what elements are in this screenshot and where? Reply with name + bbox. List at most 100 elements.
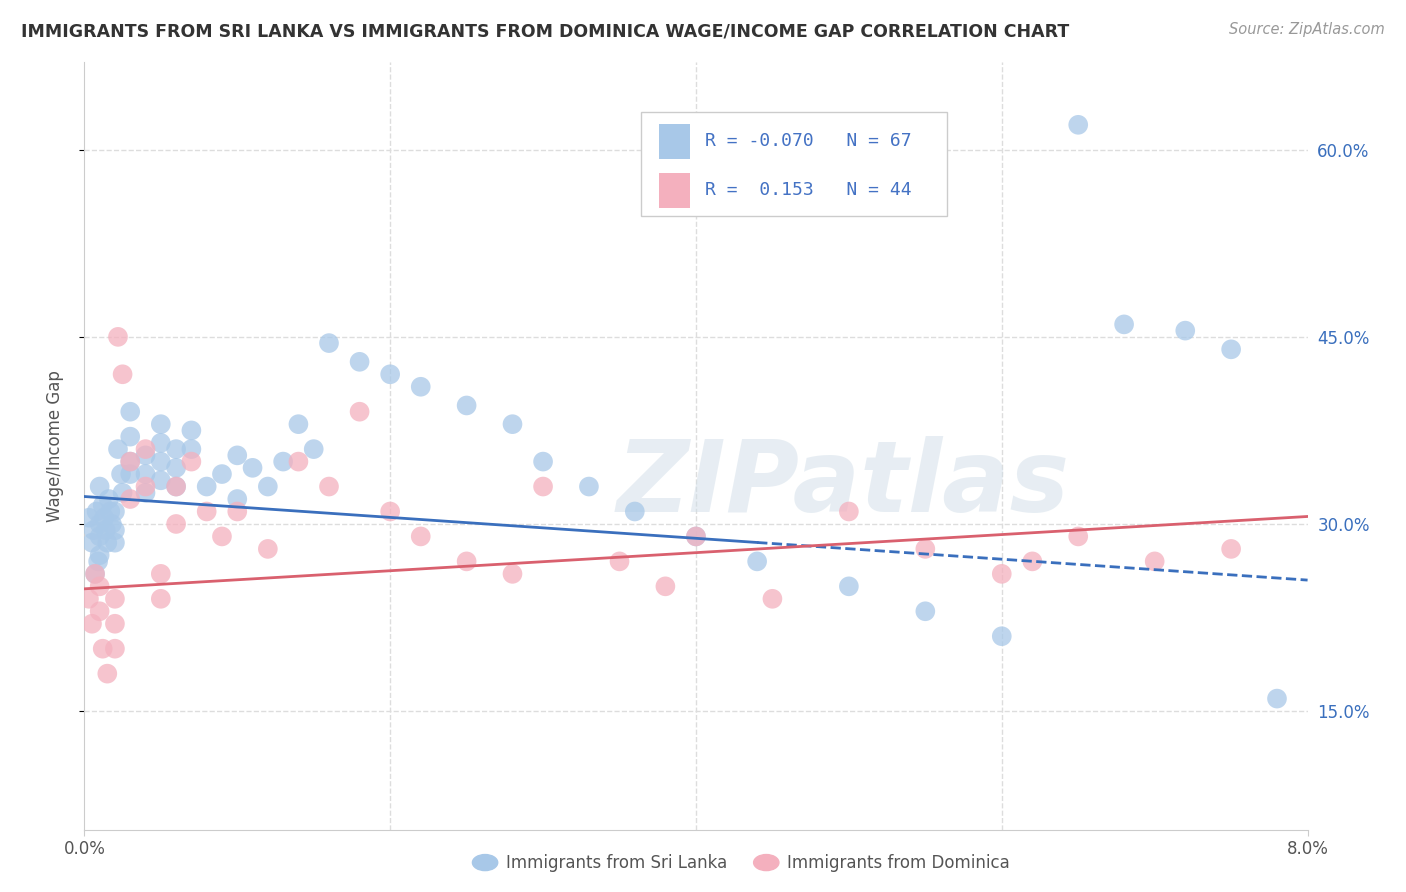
FancyBboxPatch shape [641, 112, 946, 216]
Point [1067, 529, 1090, 543]
Point [110, 467, 132, 481]
Point [84, 566, 107, 581]
Point [838, 504, 860, 518]
Point [456, 399, 478, 413]
Point [685, 529, 707, 543]
Text: IMMIGRANTS FROM SRI LANKA VS IMMIGRANTS FROM DOMINICA WAGE/INCOME GAP CORRELATIO: IMMIGRANTS FROM SRI LANKA VS IMMIGRANTS … [21, 22, 1070, 40]
Point [89, 516, 111, 531]
Point [111, 368, 134, 382]
Point [149, 417, 172, 432]
Text: R = -0.070   N = 67: R = -0.070 N = 67 [704, 132, 911, 150]
Point [1114, 318, 1136, 332]
Point [287, 454, 309, 468]
Point [91, 641, 114, 656]
Point [914, 604, 936, 618]
Point [318, 336, 340, 351]
Point [97, 491, 120, 506]
Point [135, 442, 157, 456]
Text: Source: ZipAtlas.com: Source: ZipAtlas.com [1229, 22, 1385, 37]
Point [104, 504, 127, 518]
Point [165, 479, 187, 493]
Point [302, 442, 325, 456]
Point [165, 442, 187, 456]
Point [77, 591, 100, 606]
Point [135, 467, 157, 481]
Point [409, 529, 432, 543]
Point [838, 579, 860, 593]
Point [104, 523, 127, 537]
Point [104, 641, 127, 656]
Point [1220, 541, 1243, 556]
Point [91, 498, 114, 512]
Point [89, 604, 111, 618]
Point [135, 448, 157, 462]
Point [149, 473, 172, 487]
Text: Immigrants from Dominica: Immigrants from Dominica [787, 854, 1010, 871]
Point [991, 566, 1014, 581]
Point [1265, 691, 1288, 706]
Point [120, 454, 142, 468]
FancyBboxPatch shape [659, 124, 690, 159]
Point [271, 454, 294, 468]
Point [349, 405, 371, 419]
Point [93, 510, 115, 524]
Point [1067, 118, 1090, 132]
Point [180, 442, 202, 456]
Point [257, 479, 280, 493]
Point [86, 504, 108, 518]
Point [318, 479, 340, 493]
Point [761, 591, 783, 606]
Point [89, 548, 111, 562]
Point [165, 479, 187, 493]
Point [242, 460, 264, 475]
Point [226, 504, 249, 518]
Point [120, 405, 142, 419]
Point [80, 535, 103, 549]
Point [195, 504, 218, 518]
Point [1174, 324, 1197, 338]
Point [165, 460, 187, 475]
Point [149, 591, 172, 606]
Point [531, 454, 554, 468]
Point [409, 380, 432, 394]
FancyBboxPatch shape [659, 173, 690, 208]
Point [120, 491, 142, 506]
Point [149, 566, 172, 581]
Point [120, 467, 142, 481]
Point [111, 485, 134, 500]
Point [135, 485, 157, 500]
Point [380, 368, 402, 382]
Point [180, 454, 202, 468]
Point [502, 566, 524, 581]
Point [609, 554, 631, 568]
Point [104, 535, 127, 549]
Point [89, 529, 111, 543]
Point [107, 330, 129, 344]
Point [195, 479, 218, 493]
Point [135, 479, 157, 493]
Point [380, 504, 402, 518]
Point [226, 448, 249, 462]
Point [349, 355, 371, 369]
Point [287, 417, 309, 432]
Point [89, 479, 111, 493]
Point [77, 510, 100, 524]
Point [149, 436, 172, 450]
Point [226, 491, 249, 506]
Point [165, 516, 187, 531]
Point [84, 566, 107, 581]
Point [96, 666, 118, 681]
Point [456, 554, 478, 568]
Point [107, 442, 129, 456]
Point [87, 554, 110, 568]
Point [257, 541, 280, 556]
Point [80, 616, 103, 631]
Point [1220, 343, 1243, 357]
Point [101, 516, 124, 531]
Point [120, 430, 142, 444]
Point [211, 467, 233, 481]
Y-axis label: Wage/Income Gap: Wage/Income Gap [45, 370, 63, 522]
Point [685, 529, 707, 543]
Point [104, 591, 127, 606]
Point [914, 541, 936, 556]
